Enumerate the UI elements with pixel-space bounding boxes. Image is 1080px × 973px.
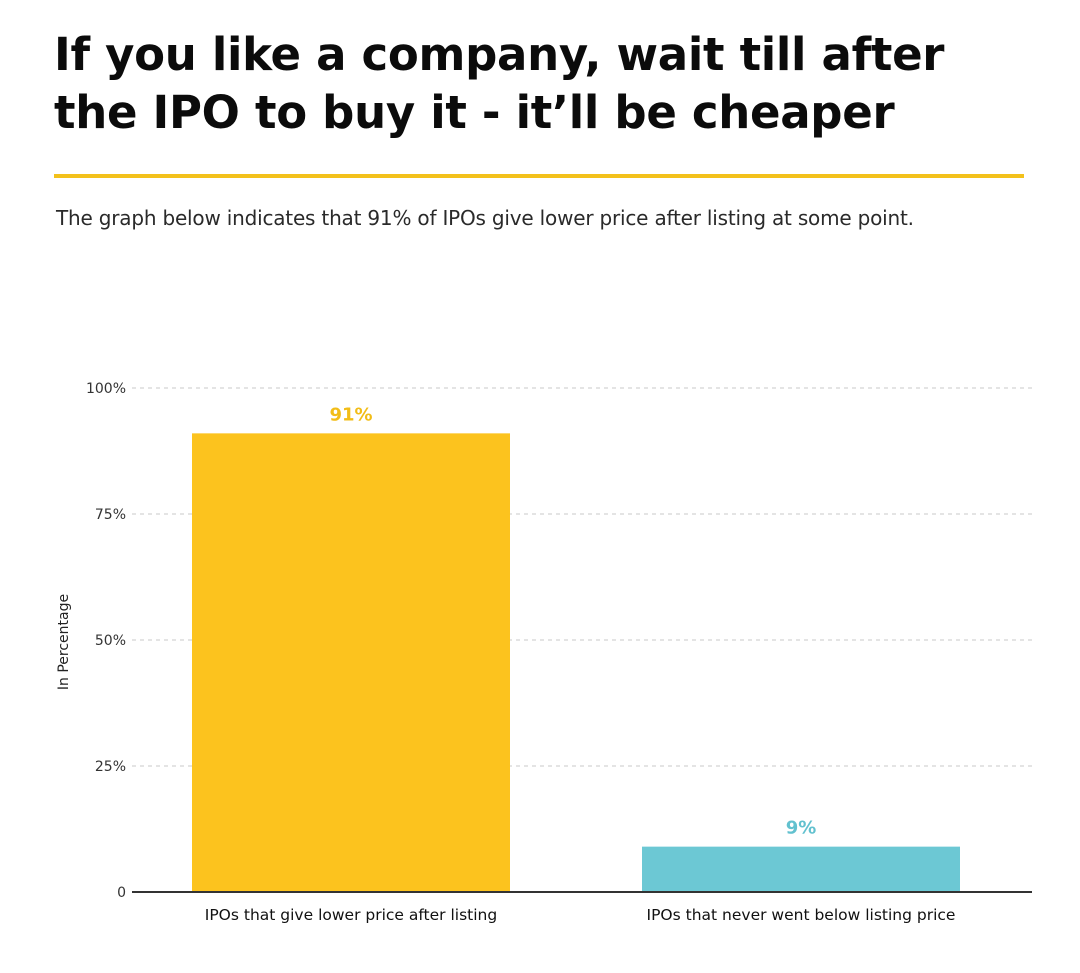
x-category-label: IPOs that give lower price after listing: [205, 906, 497, 924]
bar: [642, 846, 960, 892]
data-label: 91%: [329, 404, 372, 425]
chart-title: If you like a company, wait till after t…: [54, 28, 945, 139]
bars: [192, 433, 960, 892]
y-tick-label: 100%: [86, 381, 126, 397]
x-category-label: IPOs that never went below listing price: [647, 906, 956, 924]
y-axis-title: In Percentage: [56, 594, 72, 690]
title-underline: [54, 174, 1024, 178]
y-tick-label: 25%: [95, 759, 126, 775]
labels: 0 25% 50% 75% 100% 91% IPOs that give lower pr…: [56, 381, 955, 924]
y-tick-label: 75%: [95, 507, 126, 523]
chart-subtitle: The graph below indicates that 91% of IP…: [56, 206, 914, 230]
data-label: 9%: [786, 818, 817, 839]
y-tick-label: 50%: [95, 633, 126, 649]
gridlines: [132, 387, 1032, 767]
y-tick-label: 0: [117, 885, 126, 901]
bar: [192, 433, 510, 892]
